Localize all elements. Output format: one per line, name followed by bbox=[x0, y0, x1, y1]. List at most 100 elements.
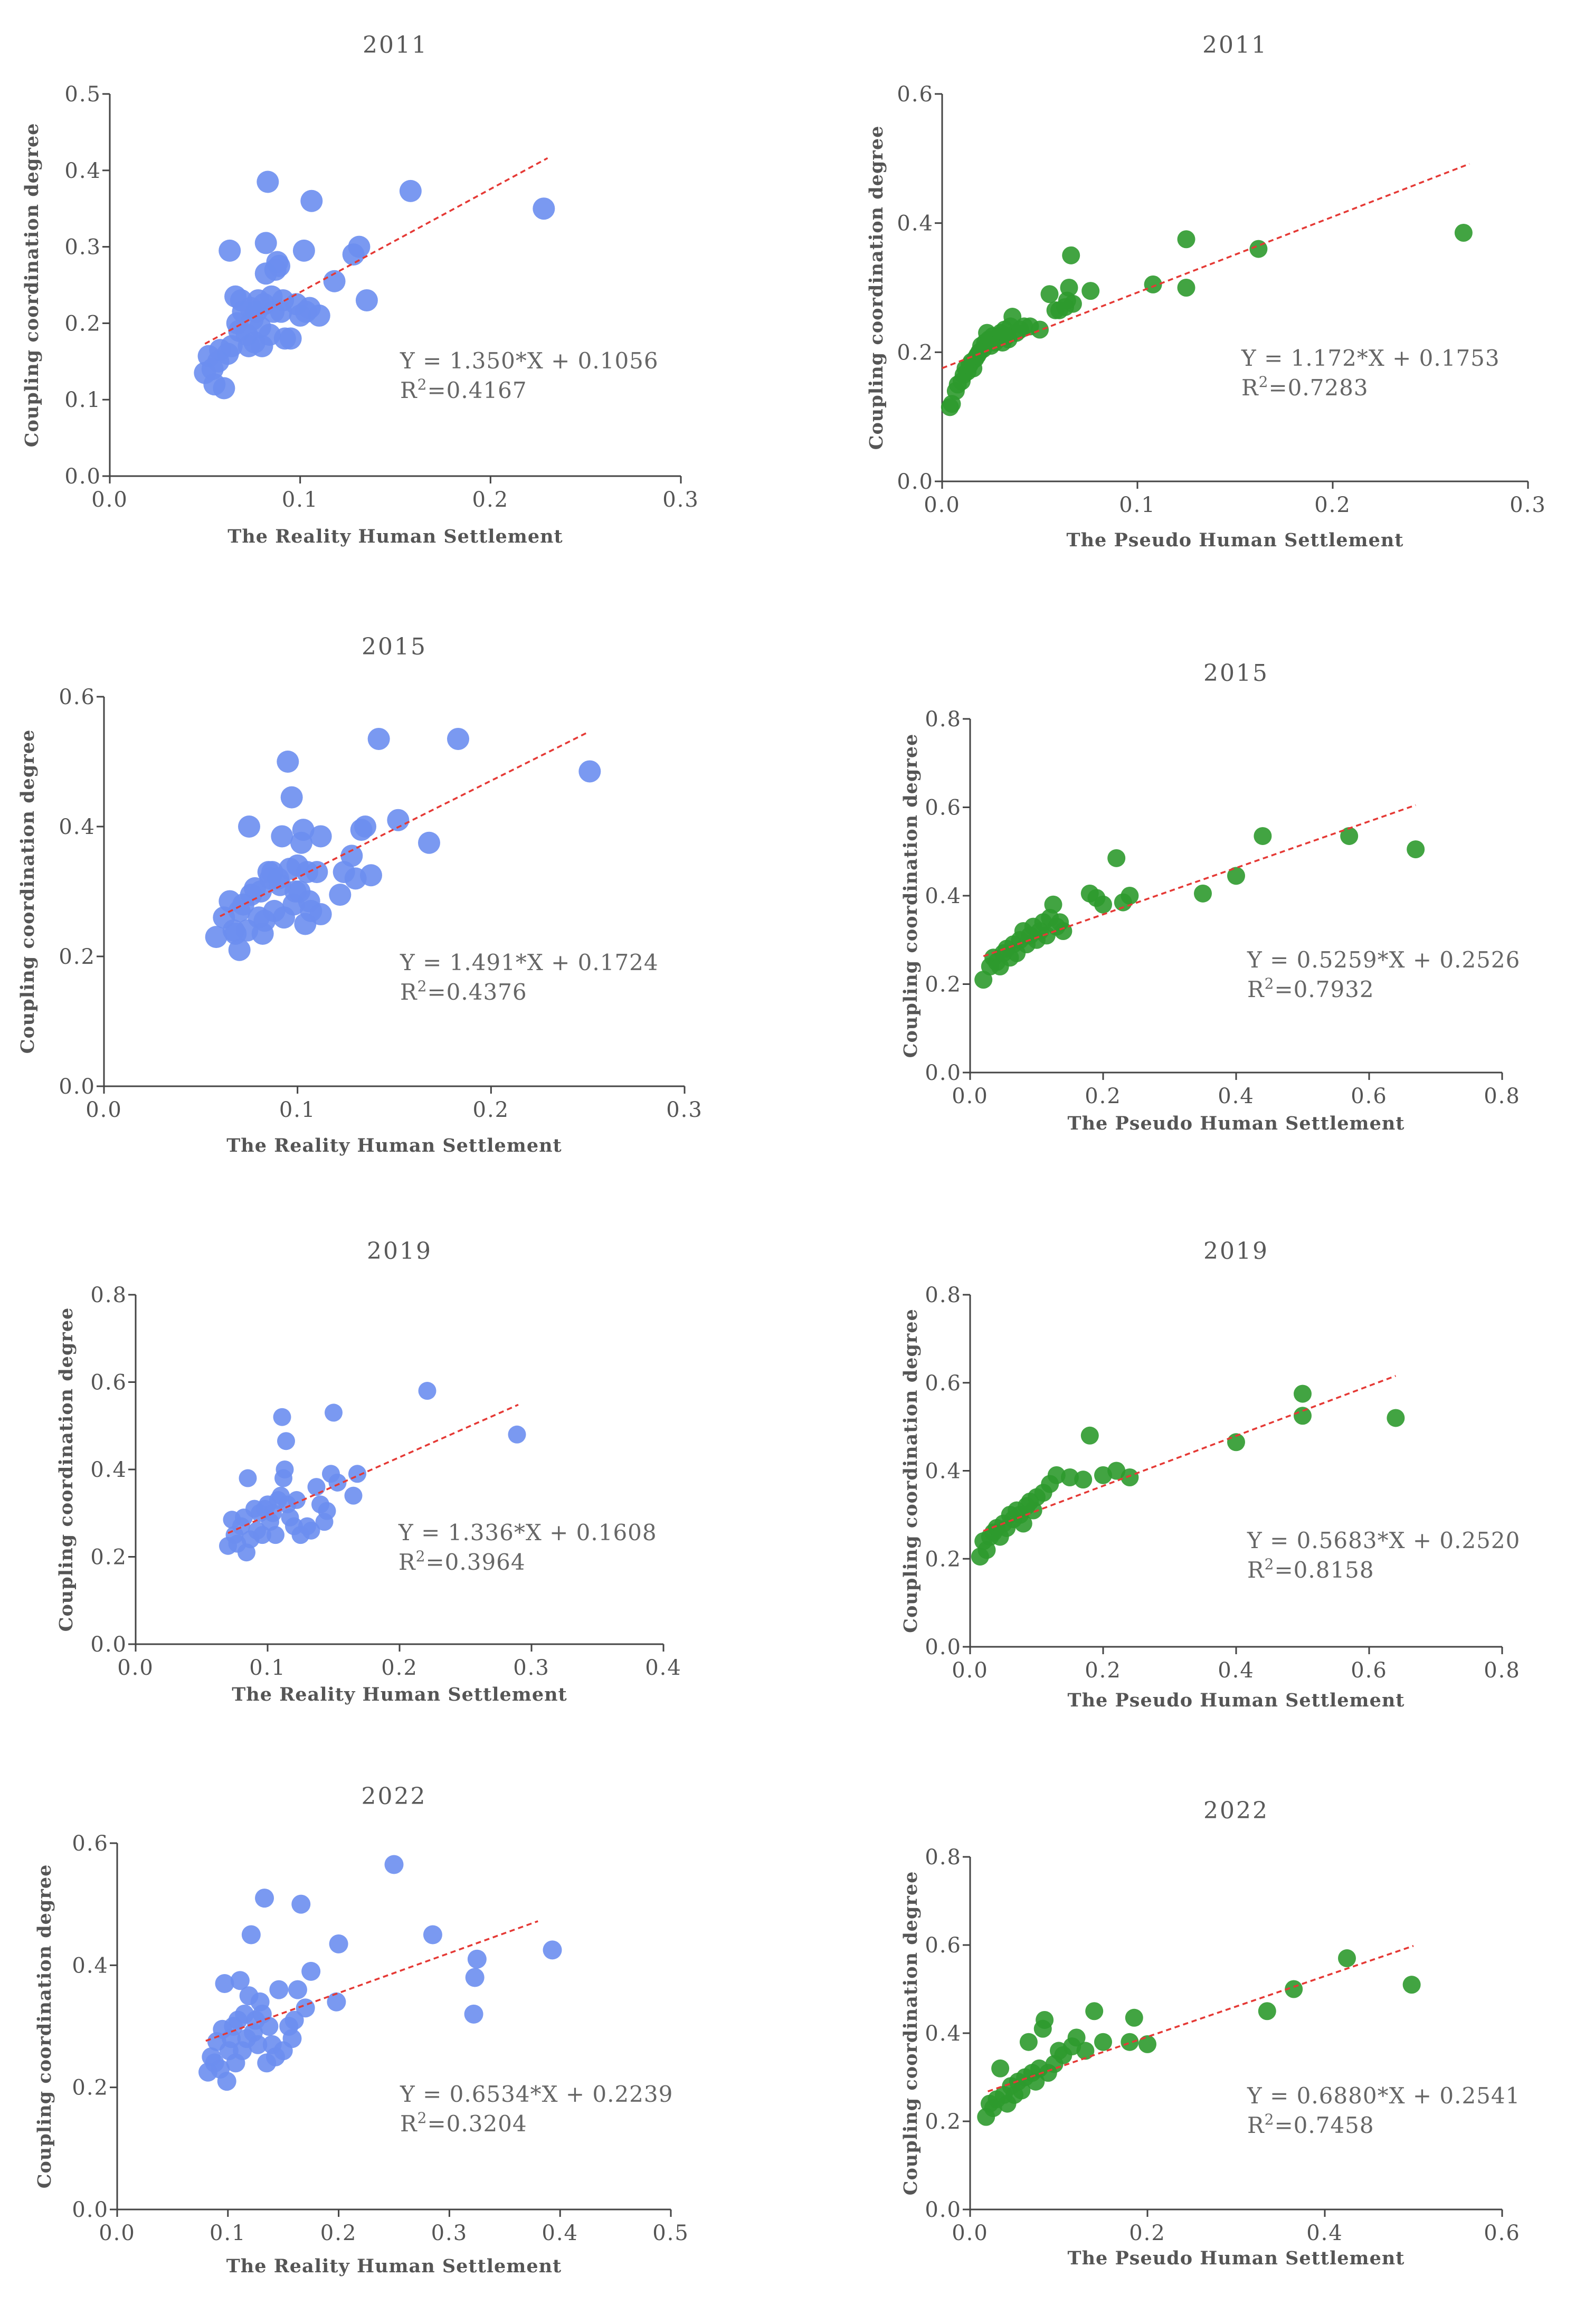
x-tick-label: 0.4 bbox=[1306, 2221, 1343, 2245]
data-point bbox=[578, 760, 601, 783]
data-point bbox=[1074, 1471, 1093, 1489]
y-tick-label: 0.2 bbox=[925, 2110, 962, 2134]
data-point bbox=[1081, 282, 1100, 300]
r-squared: R2=0.3204 bbox=[400, 2109, 527, 2137]
chart-title: 2011 bbox=[363, 32, 428, 59]
data-point bbox=[1036, 2010, 1054, 2029]
data-point bbox=[307, 1478, 326, 1496]
data-point bbox=[1121, 2033, 1139, 2051]
data-point bbox=[325, 1403, 343, 1422]
x-tick-label: 0.1 bbox=[249, 1656, 286, 1680]
regression-equation: Y = 0.6880*X + 0.2541 bbox=[1247, 2083, 1520, 2109]
y-tick-label: 0.6 bbox=[925, 1371, 962, 1396]
data-point bbox=[1402, 1976, 1421, 1994]
r-squared-prefix: R bbox=[1241, 375, 1259, 401]
y-tick-label: 0.8 bbox=[925, 1845, 962, 1870]
data-point bbox=[239, 1469, 257, 1487]
x-tick-label: 0.2 bbox=[472, 488, 509, 512]
r-squared: R2=0.7932 bbox=[1247, 975, 1374, 1002]
x-tick-label: 0.8 bbox=[1484, 1084, 1521, 1108]
x-tick-label: 0.0 bbox=[86, 1098, 122, 1122]
y-tick-label: 0.6 bbox=[925, 1933, 962, 1958]
x-tick-label: 0.2 bbox=[381, 1656, 418, 1680]
x-axis-label: The Reality Human Settlement bbox=[232, 1684, 567, 1705]
x-axis-label: The Pseudo Human Settlement bbox=[1068, 1113, 1405, 1134]
chart-title: 2022 bbox=[362, 1783, 427, 1810]
data-point bbox=[1144, 275, 1162, 293]
r-squared-prefix: R bbox=[398, 1549, 416, 1575]
y-tick-label: 0.2 bbox=[64, 311, 101, 336]
data-point bbox=[267, 1526, 284, 1544]
data-point bbox=[248, 2035, 268, 2054]
y-tick-label: 0.0 bbox=[72, 2198, 109, 2222]
data-point bbox=[1014, 1514, 1032, 1533]
data-point bbox=[253, 1526, 271, 1544]
x-tick-label: 0.0 bbox=[99, 2221, 136, 2245]
r-squared-value: =0.3964 bbox=[425, 1549, 525, 1575]
chart-title: 2015 bbox=[1203, 660, 1269, 687]
data-point bbox=[255, 1889, 274, 1908]
y-tick-label: 0.2 bbox=[925, 973, 962, 997]
y-tick-label: 0.0 bbox=[925, 1061, 962, 1085]
r-squared-superscript: 2 bbox=[1259, 373, 1269, 391]
data-point bbox=[269, 1980, 289, 1999]
r-squared-superscript: 2 bbox=[417, 376, 428, 393]
data-point bbox=[277, 751, 299, 773]
r-squared-prefix: R bbox=[400, 2111, 417, 2137]
data-point bbox=[219, 239, 241, 262]
x-tick-label: 0.2 bbox=[1314, 493, 1351, 517]
r-squared-value: =0.7932 bbox=[1274, 976, 1374, 1002]
data-point bbox=[1031, 320, 1049, 339]
data-point bbox=[464, 2004, 483, 2024]
r-squared-superscript: 2 bbox=[417, 2109, 428, 2127]
data-point bbox=[309, 825, 332, 848]
x-tick-label: 0.4 bbox=[542, 2221, 578, 2245]
r-squared: R2=0.7458 bbox=[1247, 2111, 1374, 2138]
data-point bbox=[1194, 884, 1212, 903]
data-point bbox=[205, 926, 227, 948]
chart-title: 2019 bbox=[1203, 1238, 1269, 1265]
x-tick-label: 0.1 bbox=[282, 488, 319, 512]
r-squared-prefix: R bbox=[1247, 1557, 1265, 1583]
data-point bbox=[1062, 246, 1080, 264]
y-tick-label: 0.5 bbox=[64, 82, 101, 107]
y-tick-label: 0.0 bbox=[90, 1633, 127, 1657]
data-point bbox=[1177, 279, 1195, 297]
data-point bbox=[508, 1425, 526, 1444]
x-tick-label: 0.0 bbox=[952, 2221, 989, 2245]
x-axis-label: The Reality Human Settlement bbox=[226, 2255, 562, 2277]
y-axis-label: Coupling coordination degree bbox=[34, 1864, 55, 2189]
data-point bbox=[1064, 295, 1082, 313]
y-tick-label: 0.4 bbox=[90, 1458, 127, 1482]
data-point bbox=[974, 971, 993, 989]
trend-line bbox=[942, 163, 1470, 369]
x-tick-label: 0.3 bbox=[431, 2221, 468, 2245]
y-axis-label: Coupling coordination degree bbox=[21, 123, 43, 448]
data-point bbox=[418, 1382, 436, 1400]
data-point bbox=[355, 289, 378, 311]
x-tick-label: 0.6 bbox=[1484, 2221, 1521, 2245]
trend-line bbox=[227, 1403, 519, 1534]
data-point bbox=[271, 825, 293, 848]
data-point bbox=[354, 815, 376, 838]
y-tick-label: 0.2 bbox=[59, 945, 96, 969]
chart-title: 2022 bbox=[1203, 1797, 1269, 1824]
x-axis-label: The Reality Human Settlement bbox=[226, 1135, 562, 1156]
x-tick-label: 0.2 bbox=[320, 2221, 357, 2245]
y-tick-label: 0.0 bbox=[64, 464, 101, 489]
data-point bbox=[387, 809, 410, 831]
y-tick-label: 0.6 bbox=[59, 685, 96, 709]
x-tick-label: 0.3 bbox=[666, 1098, 703, 1122]
data-point bbox=[1061, 1468, 1079, 1487]
data-point bbox=[318, 1502, 336, 1520]
x-tick-label: 0.0 bbox=[117, 1656, 154, 1680]
y-axis-label: Coupling coordination degree bbox=[900, 1308, 922, 1633]
x-tick-label: 0.1 bbox=[279, 1098, 316, 1122]
data-point bbox=[328, 1473, 347, 1492]
y-tick-label: 0.8 bbox=[925, 1283, 962, 1307]
data-point bbox=[1044, 895, 1062, 914]
scatter-panel-r2011: 2011 0.0 0.1 0.2 0.3 0.4 0.5 0.0 0.1 0.2 0.3 The Re… bbox=[21, 32, 698, 547]
r-squared-value: =0.7283 bbox=[1268, 375, 1368, 401]
data-point bbox=[1177, 230, 1195, 249]
